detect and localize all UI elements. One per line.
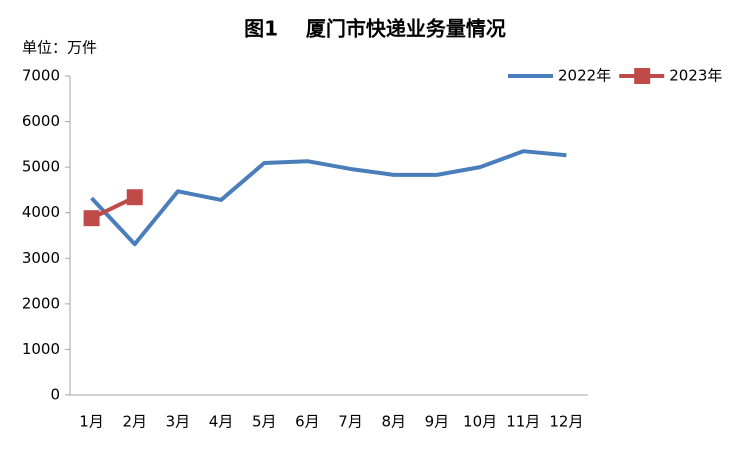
x-tick-label: 11月 bbox=[506, 413, 540, 431]
x-tick-label: 10月 bbox=[463, 413, 497, 431]
y-tick-label: 2000 bbox=[22, 294, 60, 312]
y-tick-label: 6000 bbox=[22, 112, 60, 130]
y-tick-label: 7000 bbox=[22, 67, 60, 85]
x-tick-label: 5月 bbox=[252, 413, 277, 431]
y-tick-label: 4000 bbox=[22, 203, 60, 221]
x-tick-label: 9月 bbox=[425, 413, 450, 431]
x-tick-label: 1月 bbox=[79, 413, 104, 431]
y-unit: 单位：万件 bbox=[22, 39, 97, 57]
legend-marker bbox=[634, 68, 651, 84]
y-tick-label: 3000 bbox=[22, 249, 60, 267]
y-tick-label: 5000 bbox=[22, 158, 60, 176]
chart-title: 图1 厦门市快递业务量情况 bbox=[244, 17, 506, 41]
point-marker bbox=[126, 189, 143, 206]
legend-label: 2023年 bbox=[669, 67, 722, 85]
y-tick-label: 1000 bbox=[22, 340, 60, 358]
legend-label: 2022年 bbox=[558, 67, 611, 85]
x-tick-label: 2月 bbox=[122, 413, 147, 431]
x-tick-label: 8月 bbox=[381, 413, 406, 431]
line-series bbox=[90, 149, 567, 247]
x-tick-label: 12月 bbox=[549, 413, 583, 431]
x-tick-label: 7月 bbox=[338, 413, 363, 431]
x-tick-label: 3月 bbox=[166, 413, 191, 431]
point-marker bbox=[83, 210, 100, 227]
x-tick-label: 6月 bbox=[295, 413, 320, 431]
x-tick-label: 4月 bbox=[209, 413, 234, 431]
y-tick-label: 0 bbox=[50, 386, 60, 404]
